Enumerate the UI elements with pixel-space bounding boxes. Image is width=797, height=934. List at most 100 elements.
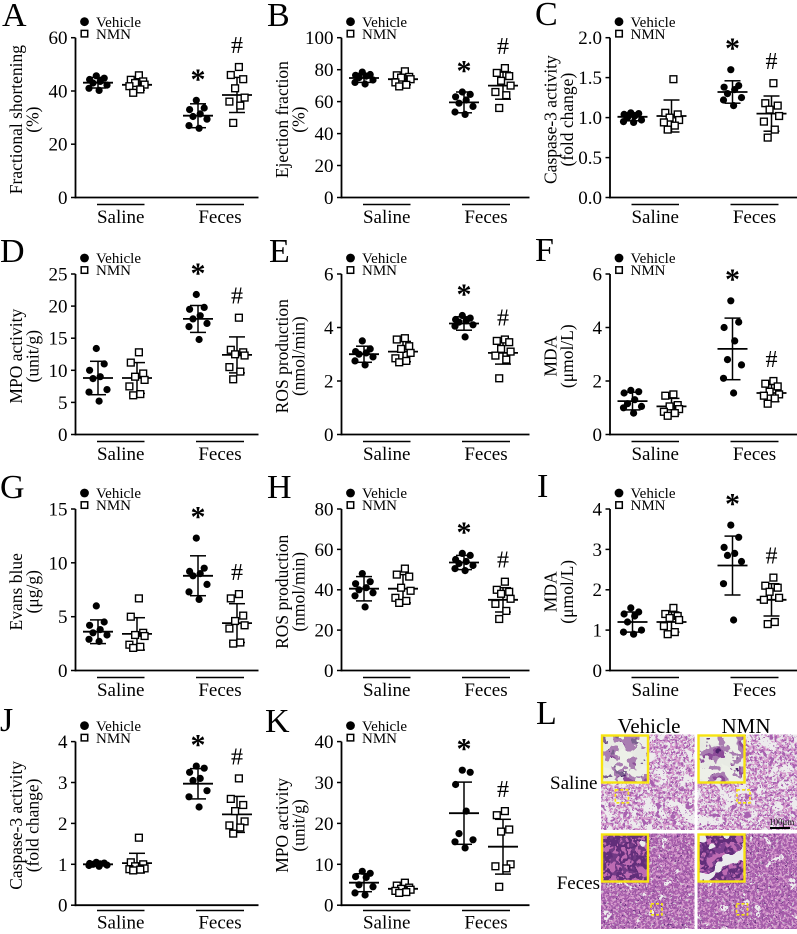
- svg-text:D: D: [0, 233, 25, 270]
- svg-text:1: 1: [58, 855, 68, 876]
- svg-text:(%): (%): [23, 106, 43, 132]
- svg-text:*: *: [457, 278, 472, 311]
- svg-text:0: 0: [58, 425, 68, 446]
- svg-text:*: *: [725, 263, 740, 296]
- svg-text:40: 40: [315, 124, 334, 145]
- svg-text:(fold change): (fold change): [23, 778, 43, 872]
- svg-text:#: #: [497, 34, 509, 60]
- svg-text:E: E: [269, 233, 290, 270]
- svg-text:Saline: Saline: [363, 912, 411, 929]
- svg-text:NMN: NMN: [96, 27, 131, 43]
- svg-text:Saline: Saline: [363, 444, 411, 465]
- svg-text:1.0: 1.0: [578, 108, 602, 129]
- svg-text:2.0: 2.0: [578, 28, 602, 49]
- svg-text:4: 4: [58, 732, 68, 753]
- svg-text:C: C: [535, 0, 558, 33]
- svg-text:*: *: [191, 729, 206, 762]
- svg-text:Saline: Saline: [631, 444, 679, 465]
- svg-text:H: H: [267, 469, 292, 506]
- svg-text:4: 4: [593, 500, 603, 521]
- svg-text:Feces: Feces: [733, 207, 776, 228]
- svg-text:2: 2: [58, 814, 68, 835]
- svg-text:(nmol/min): (nmol/min): [289, 316, 309, 396]
- svg-text:1.5: 1.5: [578, 68, 602, 89]
- svg-text:B: B: [267, 0, 290, 34]
- svg-text:(μg/g): (μg/g): [23, 570, 43, 614]
- svg-text:Saline: Saline: [363, 207, 411, 228]
- svg-text:3: 3: [58, 773, 68, 794]
- svg-text:NMN: NMN: [96, 498, 131, 514]
- svg-text:5: 5: [58, 393, 68, 414]
- svg-text:Feces: Feces: [198, 680, 241, 701]
- svg-text:15: 15: [49, 500, 68, 521]
- svg-text:#: #: [231, 744, 243, 770]
- svg-text:40: 40: [49, 82, 68, 103]
- svg-text:4: 4: [593, 318, 603, 339]
- svg-text:20: 20: [49, 135, 68, 156]
- svg-text:#: #: [766, 347, 778, 373]
- svg-text:0: 0: [324, 896, 334, 917]
- svg-text:Feces: Feces: [198, 207, 241, 228]
- svg-text:60: 60: [49, 28, 68, 49]
- svg-text:20: 20: [49, 297, 68, 318]
- svg-text:Saline: Saline: [363, 680, 411, 701]
- svg-text:NMN: NMN: [362, 263, 397, 279]
- svg-text:Feces: Feces: [733, 444, 776, 465]
- svg-text:20: 20: [315, 621, 334, 642]
- svg-text:*: *: [191, 501, 206, 534]
- svg-text:Saline: Saline: [97, 680, 145, 701]
- svg-text:*: *: [725, 32, 740, 65]
- svg-text:NMN: NMN: [362, 731, 397, 747]
- svg-text:5: 5: [58, 607, 68, 628]
- svg-text:80: 80: [315, 500, 334, 521]
- svg-text:Saline: Saline: [97, 912, 145, 929]
- svg-text:NMN: NMN: [631, 498, 666, 514]
- svg-text:#: #: [231, 560, 243, 586]
- svg-text:60: 60: [315, 540, 334, 561]
- svg-text:(μmol/L): (μmol/L): [557, 324, 577, 388]
- svg-text:0: 0: [58, 188, 68, 209]
- svg-text:6: 6: [593, 265, 603, 286]
- svg-text:#: #: [231, 33, 243, 59]
- svg-text:NMN: NMN: [362, 27, 397, 43]
- svg-text:Saline: Saline: [631, 680, 679, 701]
- svg-text:#: #: [231, 284, 243, 310]
- svg-text:60: 60: [315, 92, 334, 113]
- svg-text:4: 4: [324, 318, 334, 339]
- svg-text:10: 10: [315, 855, 334, 876]
- svg-text:#: #: [766, 49, 778, 75]
- svg-text:6: 6: [324, 265, 334, 286]
- svg-text:I: I: [537, 468, 548, 505]
- svg-text:Feces: Feces: [557, 873, 600, 894]
- svg-text:*: *: [457, 55, 472, 88]
- svg-text:1: 1: [593, 621, 603, 642]
- svg-text:(μmol/L): (μmol/L): [557, 560, 577, 624]
- svg-text:#: #: [497, 777, 509, 803]
- svg-text:80: 80: [315, 60, 334, 81]
- svg-text:*: *: [457, 733, 472, 766]
- svg-text:Vehicle: Vehicle: [618, 714, 681, 738]
- svg-text:*: *: [191, 63, 206, 96]
- svg-text:#: #: [497, 548, 509, 574]
- svg-text:F: F: [535, 232, 554, 269]
- svg-text:10: 10: [49, 553, 68, 574]
- svg-text:2: 2: [593, 580, 603, 601]
- svg-text:25: 25: [49, 265, 68, 286]
- svg-text:0: 0: [593, 425, 603, 446]
- svg-text:0: 0: [324, 661, 334, 682]
- svg-text:NMN: NMN: [631, 27, 666, 43]
- svg-text:Saline: Saline: [631, 207, 679, 228]
- svg-text:2: 2: [593, 372, 603, 393]
- svg-text:(fold change): (fold change): [557, 73, 577, 167]
- svg-text:0.0: 0.0: [578, 188, 602, 209]
- svg-text:#: #: [497, 306, 509, 332]
- svg-text:NMN: NMN: [96, 731, 131, 747]
- svg-text:10: 10: [49, 361, 68, 382]
- svg-text:J: J: [0, 702, 13, 739]
- svg-text:20: 20: [315, 156, 334, 177]
- svg-text:0: 0: [58, 896, 68, 917]
- svg-text:100μm: 100μm: [769, 817, 794, 827]
- svg-text:100: 100: [305, 28, 334, 49]
- svg-text:NMN: NMN: [631, 263, 666, 279]
- svg-text:K: K: [265, 703, 290, 740]
